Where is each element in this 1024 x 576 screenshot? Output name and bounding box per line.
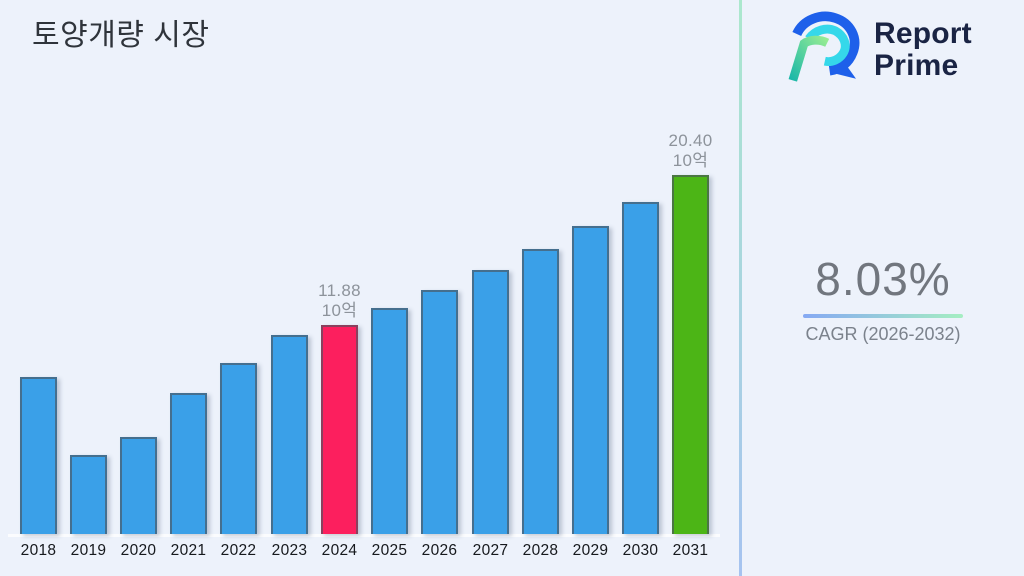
bar-annotation-2024: 11.88 10억	[318, 281, 361, 320]
cagr-underline	[803, 314, 963, 318]
cagr-value: 8.03%	[815, 253, 951, 305]
bar-2018	[20, 377, 57, 534]
cagr-label: CAGR (2026-2032)	[805, 324, 961, 344]
cagr-block: 8.03% CAGR (2026-2032)	[800, 252, 966, 345]
bar-chart: 2018 2019 2020 2021 2022 2023 2024 11.88 10억 2025…	[8, 131, 720, 559]
bar-2026	[421, 290, 458, 534]
page-title: 토양개량 시장	[32, 19, 210, 52]
x-axis-line	[8, 534, 720, 537]
report-prime-logo-icon	[788, 11, 860, 82]
x-tick-2030: 2030	[622, 542, 659, 559]
bar-2030	[622, 202, 659, 534]
chart-panel: 토양개량 시장 2018 2019 2020 2021 2022 2023 2024 11.8…	[8, 19, 720, 559]
bar-2021	[170, 393, 207, 534]
bar-2029	[572, 226, 609, 534]
x-tick-2018: 2018	[20, 542, 57, 559]
side-panel: Report Prime 8.03% CAGR (2026-2032)	[742, 0, 1024, 576]
x-tick-2019: 2019	[70, 542, 107, 559]
logo-text-line1: Report	[874, 17, 972, 50]
x-tick-2031: 2031	[672, 542, 709, 559]
x-tick-2024: 2024	[321, 542, 358, 559]
bar-2025	[371, 308, 408, 534]
bar-2027	[472, 270, 509, 534]
bar-2022	[220, 363, 257, 534]
bar-2023	[271, 335, 308, 534]
bar-annotation-2031: 20.40 10억	[668, 131, 713, 170]
bar-2028	[522, 249, 559, 534]
bar-2020	[120, 437, 157, 534]
x-tick-2028: 2028	[522, 542, 559, 559]
report-prime-logo-text: Report Prime	[874, 18, 972, 82]
bar-2019	[70, 455, 107, 534]
x-tick-2022: 2022	[220, 542, 257, 559]
x-tick-2026: 2026	[421, 542, 458, 559]
report-prime-logo: Report Prime	[784, 10, 972, 90]
logo-text-line2: Prime	[874, 49, 959, 82]
x-tick-2021: 2021	[170, 542, 207, 559]
bar-2031	[672, 175, 709, 534]
x-tick-2025: 2025	[371, 542, 408, 559]
x-tick-2023: 2023	[271, 542, 308, 559]
x-tick-2029: 2029	[572, 542, 609, 559]
x-tick-2020: 2020	[120, 542, 157, 559]
bar-2024	[321, 325, 358, 534]
x-tick-2027: 2027	[472, 542, 509, 559]
panel-divider	[739, 0, 742, 576]
